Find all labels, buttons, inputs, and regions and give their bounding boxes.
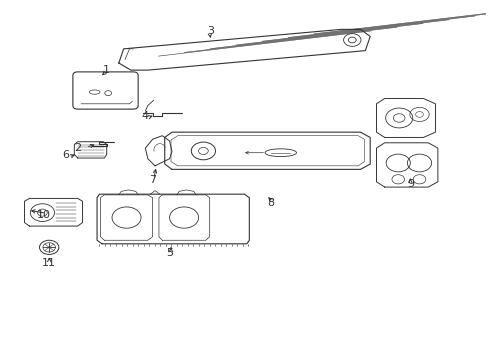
Text: 7: 7 — [149, 175, 156, 185]
Text: 8: 8 — [267, 198, 274, 208]
Text: 5: 5 — [166, 248, 173, 258]
Text: 4: 4 — [142, 111, 149, 121]
Text: 11: 11 — [41, 258, 56, 268]
Text: 2: 2 — [74, 143, 81, 153]
Text: 1: 1 — [103, 65, 110, 75]
Text: 6: 6 — [62, 150, 69, 160]
Text: 10: 10 — [37, 211, 51, 220]
Text: 9: 9 — [407, 179, 414, 189]
Text: 3: 3 — [207, 26, 214, 36]
